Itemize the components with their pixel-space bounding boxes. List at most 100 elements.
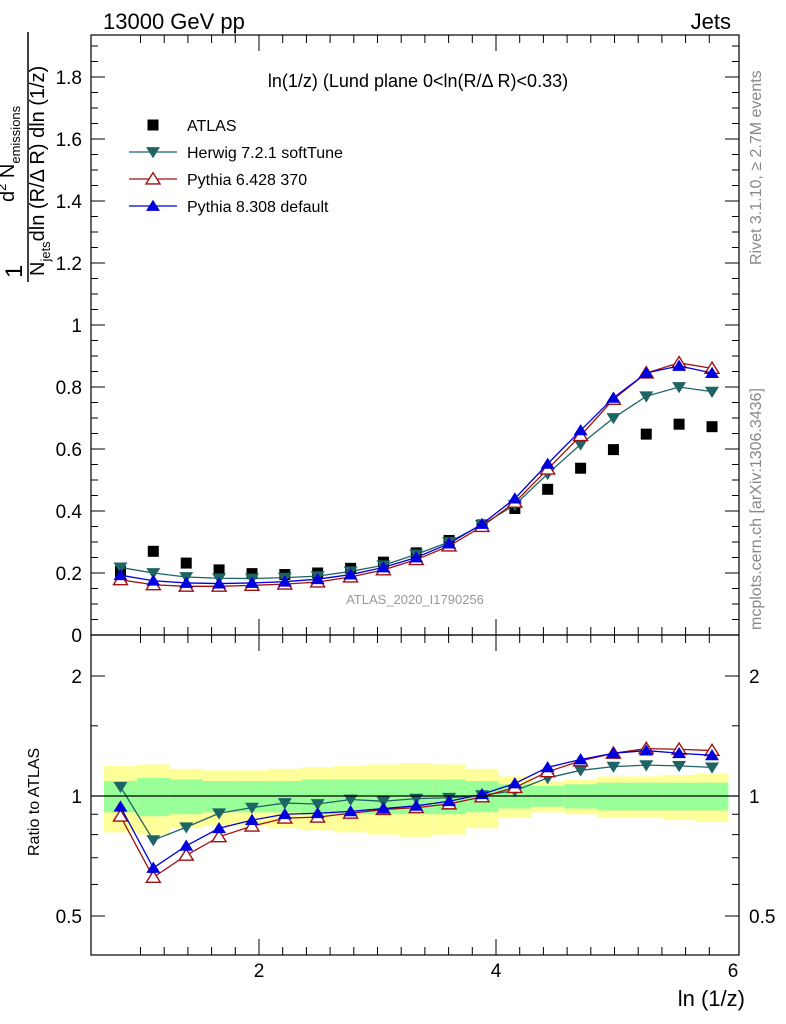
data-point-1 [606,413,621,425]
x-tick-label: 2 [254,961,265,982]
ratio-point-2 [540,761,555,773]
data-point-0 [575,462,587,474]
y-tick-label: 0.2 [56,564,82,585]
data-point-1 [146,568,161,580]
header-right: Jets [691,9,731,34]
ratio-point-2 [277,807,292,820]
ratio-point-2 [705,749,720,761]
ratio-point-2 [442,794,457,807]
data-point-0 [673,418,685,430]
y-tick-label: 1.8 [56,68,82,89]
ratio-point-2 [573,753,588,765]
data-point-0 [640,428,652,440]
x-axis-label: ln (1/z) [678,986,745,1011]
data-point-3 [573,424,588,436]
data-point-3 [343,568,358,580]
data-point-0 [542,483,554,495]
ratio-y-tick-label-right: 0.5 [749,907,775,928]
data-point-3 [606,391,621,403]
ratio-panel: 2 4 6 0.5 0.5 1 1 2 2 Ratio to ATLAS ln (1/z) [26,634,775,1011]
mcplots-credit-text: mcplots.cern.ch [arXiv:1306.3436] [748,388,765,630]
svg-text:Njetsdln (R/Δ R) dln (1/z): Njetsdln (R/Δ R) dln (1/z) [27,66,53,276]
ratio-point-0 [606,761,621,773]
ratio-point-0 [639,760,654,772]
ratio-point-0 [146,835,161,847]
main-y-axis-label: 1 Njetsdln (R/Δ R) dln (1/z) d2 Nemissio… [0,32,53,282]
legend-label: Herwig 7.2.1 softTune [187,145,343,162]
data-point-0 [147,545,159,557]
y-tick-label: 1.2 [56,254,82,275]
ratio-point-2 [672,746,687,759]
x-tick-label: 6 [728,961,739,982]
x-tick-label: 4 [491,961,502,982]
data-point-3 [705,366,720,378]
ratio-y-axis-label: Ratio to ATLAS [26,748,43,856]
data-point-3 [639,366,654,378]
ratio-point-0 [179,822,194,834]
data-point-3 [245,576,260,588]
ratio-point-2 [376,802,391,814]
ratio-point-0 [573,765,588,777]
data-point-3 [442,537,457,549]
ratio-point-1 [243,818,261,832]
ratio-point-2 [343,805,358,817]
data-point-1 [639,391,654,403]
y-tick-label: 1.6 [56,130,82,151]
legend-label: Pythia 6.428 370 [187,172,307,189]
data-point-3 [212,577,227,589]
rivet-version-text: Rivet 3.1.10, ≥ 2.7M events [748,70,765,265]
data-point-3 [475,517,490,529]
data-point-1 [113,562,128,574]
legend: ATLAS Herwig 7.2.1 softTune Pythia 6.428 3… [129,118,343,216]
data-point-3 [540,457,555,469]
uncertainty-band-green [202,781,236,813]
ratio-frame [90,634,740,956]
data-point-0 [246,568,258,580]
ratio-y-tick-label: 0.5 [56,907,82,928]
data-point-3 [507,492,522,504]
data-point-3 [179,576,194,588]
legend-marker [146,147,160,159]
data-point-0 [706,421,718,433]
data-point-3 [672,359,687,371]
main-chart-title: ln(1/z) (Lund plane 0<ln(R/Δ R)<0.33) [268,71,568,91]
ratio-point-1 [210,829,228,843]
data-point-3 [409,551,424,563]
ratio-point-2 [409,799,424,811]
ratio-point-2 [507,777,522,789]
y-tick-label: 0 [71,626,82,647]
data-point-1 [672,382,687,394]
ratio-point-2 [179,839,194,851]
data-point-0 [607,444,619,456]
uncertainty-band-green [136,777,170,817]
ratio-point-1 [145,869,162,883]
data-point-1 [705,386,720,398]
ratio-y-tick-label-right: 1 [749,787,760,808]
data-point-3 [146,574,161,586]
legend-label: ATLAS [187,118,237,135]
ratio-point-0 [113,781,128,794]
legend-marker [146,199,160,211]
y-tick-label: 1 [71,316,82,337]
ratio-point-0 [310,799,325,811]
header-left: 13000 GeV pp [103,9,245,34]
ratio-point-0 [212,808,227,820]
legend-marker [144,171,162,185]
main-panel: ln(1/z) (Lund plane 0<ln(R/Δ R)<0.33) AT… [0,32,740,647]
uncertainty-band-green [169,779,203,815]
data-point-3 [113,568,128,581]
data-point-3 [310,572,325,585]
y-tick-label: 0.8 [56,378,82,399]
ratio-point-2 [113,800,128,812]
ratio-point-0 [277,798,292,810]
svg-text:d2 Nemissions: d2 Nemissions [0,105,23,202]
y-tick-label: 1.4 [56,192,83,213]
legend-label: Pythia 8.308 default [187,199,329,216]
ratio-y-tick-label-right: 2 [749,667,760,688]
ratio-point-2 [639,744,654,756]
data-point-1 [573,439,588,451]
ratio-point-2 [212,821,227,834]
data-point-0 [180,557,192,569]
data-point-3 [376,561,391,573]
